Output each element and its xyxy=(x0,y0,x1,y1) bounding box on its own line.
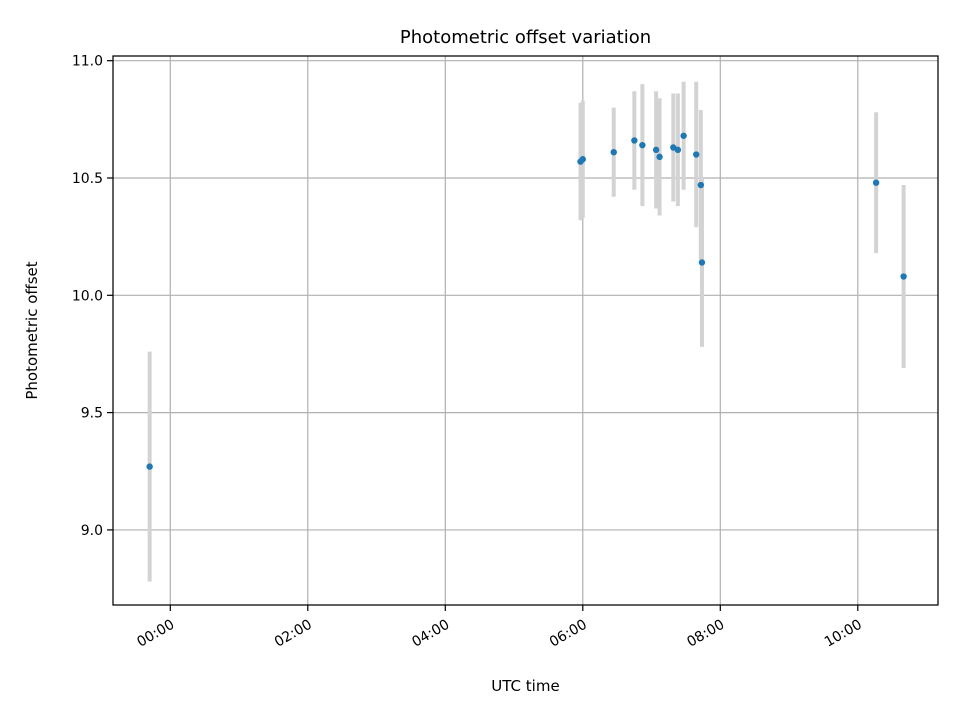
y-tick-label: 9.5 xyxy=(81,406,103,422)
data-point xyxy=(698,259,706,266)
x-tick-label: 04:00 xyxy=(409,617,452,651)
y-axis-ticks: 9.0 9.5 10.0 10.5 11.0 xyxy=(72,54,113,539)
x-tick-label: 10:00 xyxy=(822,617,865,651)
x-tick-label: 08:00 xyxy=(684,617,727,651)
x-axis-label: UTC time xyxy=(491,677,559,695)
y-axis-label: Photometric offset xyxy=(23,261,41,399)
data-point xyxy=(674,146,682,154)
data-point xyxy=(579,156,586,163)
y-tick-label: 11.0 xyxy=(72,54,103,70)
data-points xyxy=(146,132,907,470)
data-point xyxy=(697,181,705,189)
data-point xyxy=(652,146,660,154)
data-point xyxy=(146,463,153,470)
x-tick-label: 00:00 xyxy=(134,617,177,651)
chart-title: Photometric offset variation xyxy=(400,27,651,48)
grid xyxy=(113,56,938,605)
data-point xyxy=(656,153,663,161)
data-point xyxy=(900,273,907,280)
data-point xyxy=(610,148,617,156)
x-axis-ticks: 00:00 02:00 04:00 06:00 08:00 10:00 xyxy=(134,605,865,651)
data-point xyxy=(693,151,700,158)
y-tick-label: 10.5 xyxy=(72,171,103,187)
data-point xyxy=(872,179,880,186)
y-tick-label: 10.0 xyxy=(72,288,103,304)
data-point xyxy=(639,141,646,149)
data-point xyxy=(631,137,638,144)
y-tick-label: 9.0 xyxy=(81,523,103,539)
plot-area-frame xyxy=(112,55,939,606)
x-tick-label: 02:00 xyxy=(272,617,315,651)
data-point xyxy=(680,132,687,139)
x-tick-label: 06:00 xyxy=(547,617,590,651)
errorbars xyxy=(147,81,906,582)
